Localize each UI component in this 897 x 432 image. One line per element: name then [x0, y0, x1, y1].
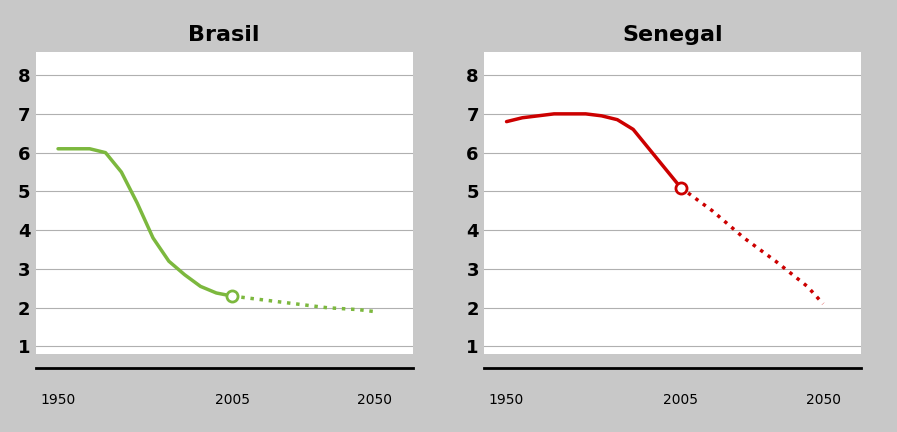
Title: Brasil: Brasil: [188, 25, 260, 45]
Title: Senegal: Senegal: [623, 25, 723, 45]
